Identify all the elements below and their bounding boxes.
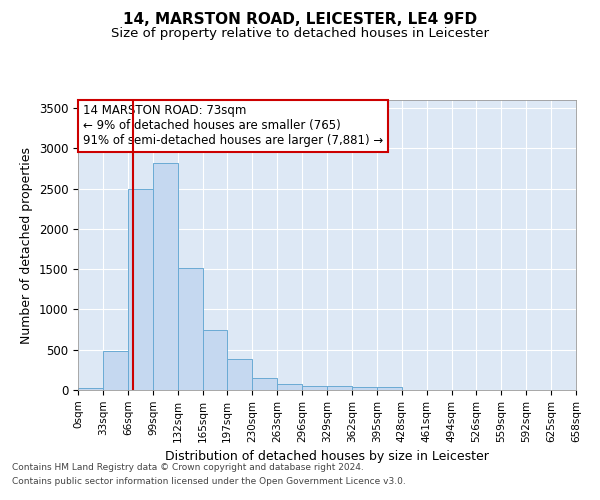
Y-axis label: Number of detached properties: Number of detached properties <box>20 146 33 344</box>
Bar <box>327 386 352 390</box>
Bar <box>277 384 302 390</box>
Text: Contains HM Land Registry data © Crown copyright and database right 2024.: Contains HM Land Registry data © Crown c… <box>12 464 364 472</box>
Text: Size of property relative to detached houses in Leicester: Size of property relative to detached ho… <box>111 28 489 40</box>
Text: 14, MARSTON ROAD, LEICESTER, LE4 9FD: 14, MARSTON ROAD, LEICESTER, LE4 9FD <box>123 12 477 28</box>
Bar <box>377 387 402 390</box>
Bar <box>203 330 227 390</box>
Text: Contains public sector information licensed under the Open Government Licence v3: Contains public sector information licen… <box>12 477 406 486</box>
Bar <box>78 388 103 390</box>
Text: 14 MARSTON ROAD: 73sqm
← 9% of detached houses are smaller (765)
91% of semi-det: 14 MARSTON ROAD: 73sqm ← 9% of detached … <box>83 104 383 148</box>
Bar <box>352 387 377 390</box>
Bar <box>128 188 153 390</box>
X-axis label: Distribution of detached houses by size in Leicester: Distribution of detached houses by size … <box>165 450 489 463</box>
Bar <box>252 378 277 390</box>
Bar <box>302 386 327 390</box>
Bar <box>227 360 252 390</box>
Bar <box>103 352 128 390</box>
Bar <box>153 163 178 390</box>
Bar <box>178 268 203 390</box>
